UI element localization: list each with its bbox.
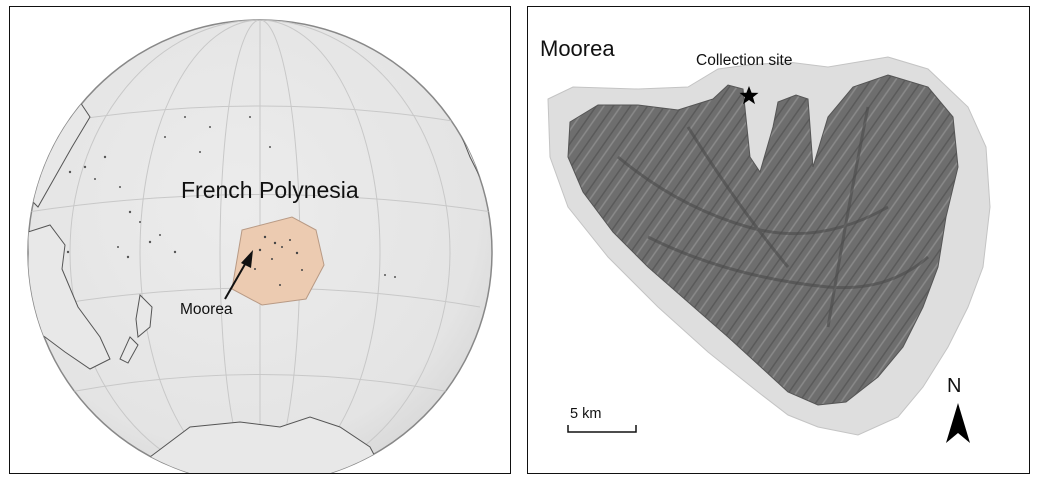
north-label: N	[947, 375, 962, 397]
island-title: Moorea	[540, 36, 615, 61]
island-map-panel: Moorea Collection site 5 km N	[527, 6, 1030, 474]
antarctica-coast	[129, 416, 391, 473]
star-icon	[739, 86, 759, 105]
globe-map-panel: French Polynesia Moorea	[9, 6, 511, 474]
island-map	[547, 56, 991, 443]
new-zealand-coast	[135, 293, 153, 338]
moorea-pointer-label: Moorea	[180, 301, 233, 318]
scale-label: 5 km	[570, 406, 602, 422]
new-zealand-south	[119, 336, 139, 364]
region-label: French Polynesia	[181, 177, 359, 203]
polynesia-islands	[254, 235, 303, 286]
globe-map	[27, 19, 493, 473]
island-valleys	[617, 106, 929, 328]
north-arrow-icon	[946, 403, 970, 443]
moorea-pointer-arrow	[224, 250, 253, 300]
french-polynesia-region	[231, 216, 325, 306]
scale-bar	[567, 425, 637, 433]
pacific-islands	[66, 116, 396, 278]
island-land	[567, 74, 959, 406]
collection-site-label: Collection site	[696, 52, 793, 69]
